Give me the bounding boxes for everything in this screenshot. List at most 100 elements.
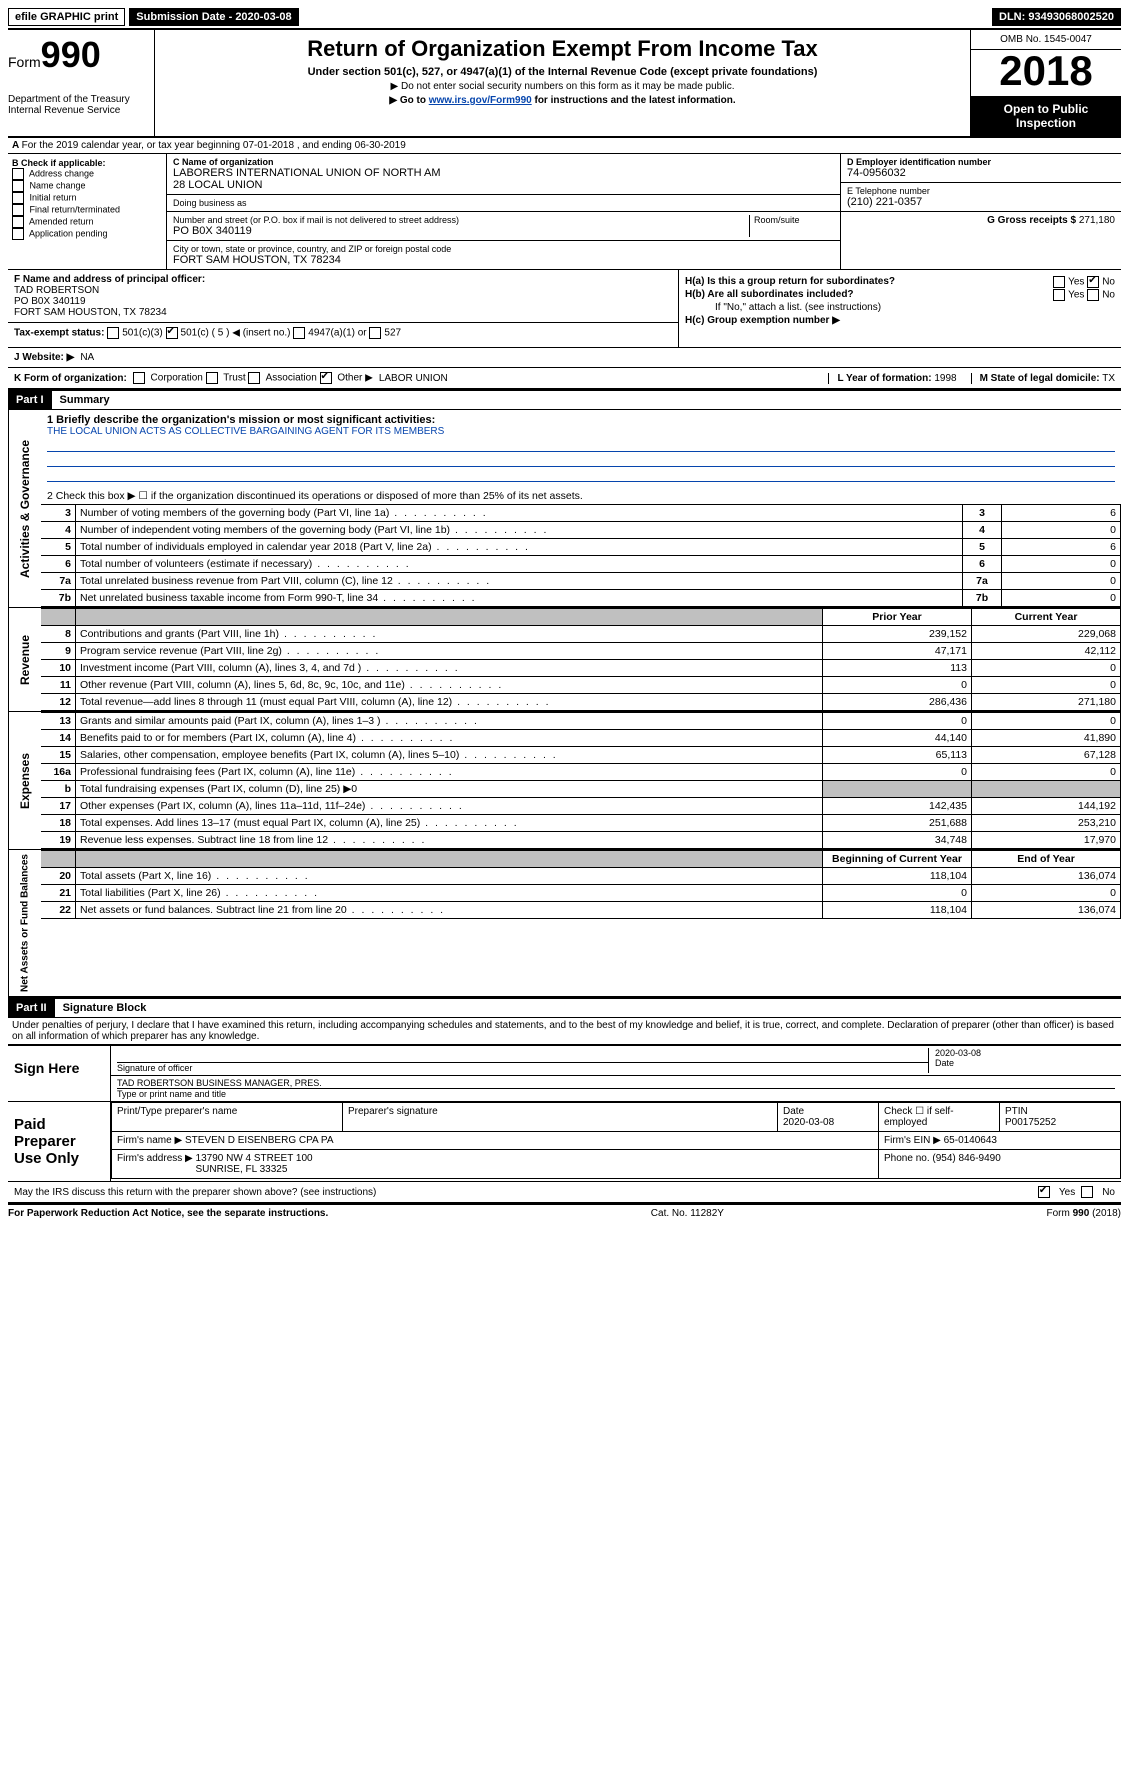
- irs-link[interactable]: www.irs.gov/Form990: [429, 95, 532, 106]
- discuss-text: May the IRS discuss this return with the…: [14, 1187, 376, 1198]
- governance-section: Activities & Governance 1 Briefly descri…: [8, 410, 1121, 608]
- dln-box: DLN: 93493068002520: [992, 8, 1121, 26]
- year-formation-label: L Year of formation:: [837, 373, 931, 384]
- efile-box[interactable]: efile GRAPHIC print: [8, 8, 125, 26]
- org-name: LABORERS INTERNATIONAL UNION OF NORTH AM…: [173, 167, 834, 191]
- state-domicile-value: TX: [1102, 373, 1115, 384]
- open-public: Open to Public Inspection: [971, 96, 1121, 136]
- k-opt-check[interactable]: [320, 372, 332, 384]
- checkbox-final-return-terminated[interactable]: [12, 204, 24, 216]
- officer-addr1: PO B0X 340119: [14, 296, 672, 307]
- subtitle-1: Under section 501(c), 527, or 4947(a)(1)…: [163, 66, 962, 78]
- hb-no-label: No: [1102, 290, 1115, 301]
- hb-yes[interactable]: [1053, 289, 1065, 301]
- form-header: Form990 Department of the Treasury Inter…: [8, 28, 1121, 138]
- ein-label: D Employer identification number: [847, 157, 1115, 167]
- checkbox-name-change[interactable]: [12, 180, 24, 192]
- org-info-block: B Check if applicable: Address change Na…: [8, 154, 1121, 270]
- ha-no[interactable]: [1087, 276, 1099, 288]
- opt-501c3: 501(c)(3): [122, 328, 163, 339]
- netassets-table: Beginning of Current YearEnd of Year20To…: [41, 850, 1121, 919]
- hb-label: H(b) Are all subordinates included?: [685, 289, 854, 300]
- sig-date: 2020-03-08: [935, 1048, 1115, 1058]
- prep-name-label: Print/Type preparer's name: [112, 1103, 343, 1132]
- room-label: Room/suite: [754, 215, 834, 225]
- box-b: B Check if applicable: Address change Na…: [8, 154, 167, 269]
- ptin-cell: PTINP00175252: [1000, 1103, 1121, 1132]
- discuss-no[interactable]: [1081, 1186, 1093, 1198]
- department: Department of the Treasury Internal Reve…: [8, 94, 148, 116]
- box-deg: D Employer identification number 74-0956…: [840, 154, 1121, 269]
- part2-title: Signature Block: [55, 999, 155, 1017]
- hc-label: H(c) Group exemption number ▶: [685, 315, 840, 326]
- ein-value: 74-0956032: [847, 167, 1115, 179]
- gross-value: 271,180: [1079, 215, 1115, 226]
- netassets-section: Net Assets or Fund Balances Beginning of…: [8, 850, 1121, 997]
- footer-right: Form 990 (2018): [1047, 1208, 1121, 1219]
- box-b-header: B Check if applicable:: [12, 158, 162, 168]
- ptin-label: PTIN: [1005, 1106, 1028, 1117]
- box-b-item: Amended return: [12, 216, 162, 228]
- discuss-yes[interactable]: [1038, 1186, 1050, 1198]
- subtitle-3: ▶ Go to www.irs.gov/Form990 for instruct…: [163, 95, 962, 106]
- checkbox-address-change[interactable]: [12, 168, 24, 180]
- sig-date-label: Date: [935, 1058, 954, 1068]
- gross-label: G Gross receipts $: [987, 215, 1076, 226]
- box-b-item: Address change: [12, 168, 162, 180]
- checkbox-initial-return[interactable]: [12, 192, 24, 204]
- k-opt-check[interactable]: [206, 372, 218, 384]
- firm-ein: 65-0140643: [944, 1135, 997, 1146]
- footer-left: For Paperwork Reduction Act Notice, see …: [8, 1208, 328, 1219]
- checkbox-501c3[interactable]: [107, 327, 119, 339]
- checkbox-501c[interactable]: [166, 327, 178, 339]
- firm-addr-cell: Firm's address ▶ 13790 NW 4 STREET 100 S…: [112, 1150, 879, 1179]
- q2-text: 2 Check this box ▶ ☐ if the organization…: [41, 488, 1121, 504]
- dba-label: Doing business as: [173, 198, 834, 208]
- ha-yes[interactable]: [1053, 276, 1065, 288]
- form-org-label: K Form of organization:: [14, 373, 127, 384]
- ha-yes-label: Yes: [1068, 277, 1084, 288]
- self-employed: Check ☐ if self-employed: [879, 1103, 1000, 1132]
- firm-ein-label: Firm's EIN ▶: [884, 1135, 941, 1146]
- revenue-section: Revenue Prior YearCurrent Year8Contribut…: [8, 608, 1121, 712]
- firm-name-cell: Firm's name ▶ STEVEN D EISENBERG CPA PA: [112, 1132, 879, 1150]
- firm-ein-cell: Firm's EIN ▶ 65-0140643: [879, 1132, 1121, 1150]
- firm-addr: 13790 NW 4 STREET 100 SUNRISE, FL 33325: [196, 1153, 313, 1175]
- perjury-text: Under penalties of perjury, I declare th…: [8, 1018, 1121, 1044]
- city-label: City or town, state or province, country…: [173, 244, 834, 254]
- k-opt-check[interactable]: [248, 372, 260, 384]
- tax-year: 2018: [971, 50, 1121, 96]
- line-klm: K Form of organization: Corporation Trus…: [8, 368, 1121, 389]
- state-domicile-label: M State of legal domicile:: [980, 373, 1100, 384]
- q1-block: 1 Briefly describe the organization's mi…: [41, 410, 1121, 488]
- firm-name: STEVEN D EISENBERG CPA PA: [185, 1135, 334, 1146]
- subtitle-2: ▶ Do not enter social security numbers o…: [163, 81, 962, 92]
- addr-value: PO B0X 340119: [173, 225, 749, 237]
- box-b-item: Application pending: [12, 228, 162, 240]
- opt-527: 527: [384, 328, 401, 339]
- officer-addr2: FORT SAM HOUSTON, TX 78234: [14, 307, 672, 318]
- checkbox-4947[interactable]: [293, 327, 305, 339]
- discuss-no-label: No: [1102, 1187, 1115, 1198]
- revenue-table: Prior YearCurrent Year8Contributions and…: [41, 608, 1121, 711]
- expenses-section: Expenses 13Grants and similar amounts pa…: [8, 712, 1121, 850]
- paid-preparer-label: Paid Preparer Use Only: [8, 1102, 111, 1181]
- checkbox-amended-return[interactable]: [12, 216, 24, 228]
- sub3-prefix: ▶ Go to: [389, 95, 428, 106]
- line-j: J Website: ▶ NA: [8, 348, 1121, 368]
- vtab-expenses: Expenses: [8, 712, 41, 849]
- phone-value: (210) 221-0357: [847, 196, 1115, 208]
- checkbox-527[interactable]: [369, 327, 381, 339]
- expenses-table: 13Grants and similar amounts paid (Part …: [41, 712, 1121, 849]
- mission-line: [47, 439, 1115, 452]
- box-b-item: Name change: [12, 180, 162, 192]
- vtab-revenue: Revenue: [8, 608, 41, 711]
- top-bar: efile GRAPHIC print Submission Date - 20…: [8, 8, 1121, 26]
- org-name-label: C Name of organization: [173, 157, 834, 167]
- firm-phone-label: Phone no.: [884, 1153, 930, 1164]
- hb-no[interactable]: [1087, 289, 1099, 301]
- k-opt-check[interactable]: [133, 372, 145, 384]
- city-value: FORT SAM HOUSTON, TX 78234: [173, 254, 834, 266]
- ha-no-label: No: [1102, 277, 1115, 288]
- checkbox-application-pending[interactable]: [12, 228, 24, 240]
